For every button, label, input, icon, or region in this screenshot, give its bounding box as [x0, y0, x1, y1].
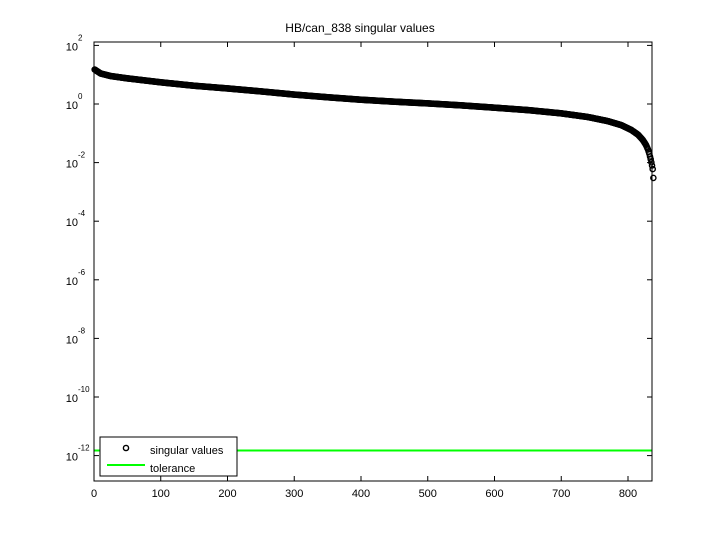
y-tick-label: 10: [66, 393, 78, 405]
legend-marker-circle-icon: [122, 444, 130, 452]
y-tick-exponent: -10: [78, 385, 90, 394]
y-tick-label: 10: [66, 100, 78, 112]
singular-values-series: [91, 66, 657, 182]
x-tick-label: 200: [218, 488, 236, 500]
x-tick-label: 300: [285, 488, 303, 500]
y-tick-label: 10: [66, 276, 78, 288]
legend: singular values tolerance: [99, 436, 238, 477]
x-tick-label: 600: [485, 488, 503, 500]
legend-label-singular-values: singular values: [150, 445, 224, 457]
x-tick-label: 400: [352, 488, 370, 500]
y-tick-label: 10: [66, 159, 78, 171]
data-point: [648, 159, 655, 166]
y-tick-label: 10: [66, 41, 78, 53]
data-point: [646, 153, 654, 160]
y-tick-exponent: -8: [78, 326, 86, 335]
y-tick-exponent: -4: [78, 209, 86, 218]
plot-axes: 0 100 200 300 400 500 600 700 80010210010-210-41…: [66, 33, 652, 500]
y-tick-exponent: -12: [78, 444, 90, 453]
x-tick-label: 800: [619, 488, 637, 500]
x-tick-label: 0: [91, 488, 97, 500]
legend-label-tolerance: tolerance: [150, 463, 195, 475]
x-tick-label: 700: [552, 488, 570, 500]
y-tick-label: 10: [66, 452, 78, 464]
y-tick-label: 10: [66, 217, 78, 229]
y-tick-exponent: -2: [78, 151, 86, 160]
data-point: [647, 155, 654, 163]
y-tick-exponent: 2: [78, 33, 83, 42]
data-point: [650, 174, 657, 182]
legend-box: [99, 436, 238, 477]
plot-frame: [93, 41, 653, 482]
plot-frame-rect: [93, 41, 653, 482]
data-point: [649, 165, 656, 173]
x-tick-label: 500: [419, 488, 437, 500]
y-tick-exponent: -6: [78, 268, 86, 277]
chart-title: HB/can_838 singular values: [285, 21, 435, 35]
y-tick-label: 10: [66, 334, 78, 346]
x-tick-label: 100: [152, 488, 170, 500]
y-tick-exponent: 0: [78, 92, 83, 101]
